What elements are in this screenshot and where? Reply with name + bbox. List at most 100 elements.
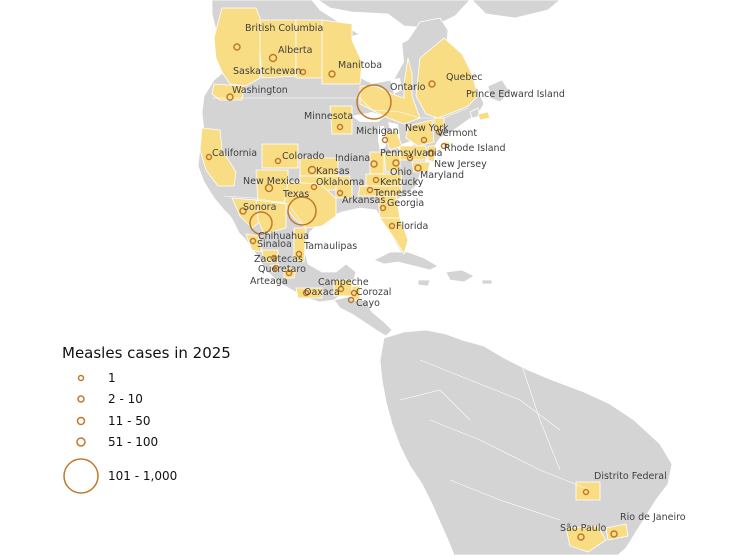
marker-new-york (420, 136, 428, 144)
sa-boundaries (399, 359, 591, 521)
label-quebec: Quebec (446, 72, 482, 83)
marker-chihuahua (249, 211, 273, 235)
marker-new-mexico (264, 183, 274, 193)
region-ontario (359, 57, 421, 125)
label-chihuahua: Chihuahua (258, 231, 309, 242)
region-alberta (259, 19, 297, 79)
marker-pennsylvania (406, 154, 414, 162)
marker-sonora (239, 207, 247, 215)
cuba-land (373, 251, 439, 271)
marker-quebec (428, 80, 436, 88)
label-new-york: New York (405, 123, 449, 134)
label-saskatchewan: Saskatchewan (233, 66, 301, 77)
label-sonora: Sonora (243, 202, 276, 213)
marker-cayo (347, 296, 355, 304)
label-tennessee: Tennessee (373, 188, 424, 199)
label-florida: Florida (396, 221, 428, 232)
region-minnesota (329, 105, 353, 135)
label-corozal: Corozal (356, 287, 391, 298)
jamaica-land (417, 279, 431, 287)
region-colorado (261, 143, 299, 169)
region-sao-paulo (565, 525, 607, 553)
marker-kentucky (372, 176, 380, 184)
label-sinaloa: Sinaloa (257, 239, 292, 250)
marker-tennessee (366, 186, 374, 194)
marker-rhode-island (440, 142, 448, 150)
legend-label-5: 101 - 1,000 (108, 469, 177, 483)
label-manitoba: Manitoba (338, 60, 382, 71)
label-ohio: Ohio (390, 167, 412, 178)
marker-maryland (414, 164, 422, 172)
marker-tamaulipas (295, 250, 303, 258)
region-zacatecas (261, 249, 279, 263)
region-florida (379, 217, 409, 255)
label-british-columbia: British Columbia (245, 23, 323, 34)
marker-arteaga (285, 269, 293, 277)
label-queretaro: Queretaro (258, 264, 306, 275)
newfoundland-land (487, 79, 511, 103)
region-labels: British Columbia Alberta Saskatchewan Ma… (212, 23, 686, 534)
marker-campeche (337, 285, 345, 293)
label-new-jersey: New Jersey (434, 159, 487, 170)
legend-symbol-1 (77, 374, 85, 382)
label-california: California (212, 148, 257, 159)
region-arkansas (335, 179, 353, 199)
marker-distrito-federal (582, 488, 590, 496)
marker-rio-de-janeiro (610, 530, 618, 538)
puerto-rico-land (481, 279, 493, 285)
legend-symbols (63, 374, 99, 494)
marker-indiana (370, 160, 378, 168)
marker-ontario (356, 84, 392, 120)
label-oaxaca: Oaxaca (304, 287, 340, 298)
gulf-of-california (226, 212, 246, 252)
legend-label-4: 51 - 100 (108, 435, 158, 449)
label-texas: Texas (282, 189, 309, 200)
label-michigan: Michigan (356, 126, 399, 137)
marker-texas (287, 196, 317, 226)
legend-symbol-5 (63, 458, 99, 494)
legend-label-3: 11 - 50 (108, 414, 151, 428)
label-sao-paulo: São Paulo (560, 523, 606, 534)
region-ohio (383, 153, 401, 173)
region-pei (477, 111, 491, 121)
us-canada-border (212, 97, 469, 119)
legend-title: Measles cases in 2025 (62, 344, 231, 362)
marker-georgia (379, 204, 387, 212)
region-quebec (415, 37, 479, 119)
region-california (199, 127, 237, 187)
legend-label-1: 1 (108, 371, 116, 385)
legend-symbol-4 (76, 437, 86, 447)
hispaniola-land (445, 269, 475, 283)
central-america-land (333, 295, 393, 337)
label-ontario: Ontario (390, 82, 426, 93)
label-british-columbia-l1: British Columbia (245, 23, 323, 34)
marker-florida (388, 222, 396, 230)
label-distrito-federal: Distrito Federal (594, 471, 667, 482)
region-british-columbia (213, 7, 263, 87)
label-arteaga: Arteaga (250, 276, 288, 287)
marker-vermont (435, 128, 443, 136)
label-prince-edward-island: Prince Edward Island (466, 89, 565, 100)
label-colorado: Colorado (282, 151, 325, 162)
legend-label-2: 2 - 10 (108, 392, 143, 406)
label-indiana: Indiana (335, 153, 370, 164)
marker-colorado (274, 157, 282, 165)
label-washington: Washington (232, 85, 288, 96)
label-rio-de-janeiro: Rio de Janeiro (620, 512, 686, 523)
marker-oklahoma (310, 183, 318, 191)
label-minnesota: Minnesota (304, 111, 353, 122)
label-cayo: Cayo (356, 298, 380, 309)
label-vermont: Vermont (437, 128, 477, 139)
label-georgia: Georgia (387, 198, 424, 209)
label-oklahoma: Oklahoma (316, 177, 364, 188)
marker-corozal (350, 289, 358, 297)
marker-sao-paulo (577, 533, 585, 541)
marker-ohio (392, 159, 400, 167)
marker-arkansas (336, 189, 344, 197)
label-rhode-island: Rhode Island (444, 143, 506, 154)
label-arkansas: Arkansas (342, 195, 385, 206)
label-tamaulipas: Tamaulipas (303, 241, 357, 252)
label-campeche: Campeche (318, 277, 369, 288)
